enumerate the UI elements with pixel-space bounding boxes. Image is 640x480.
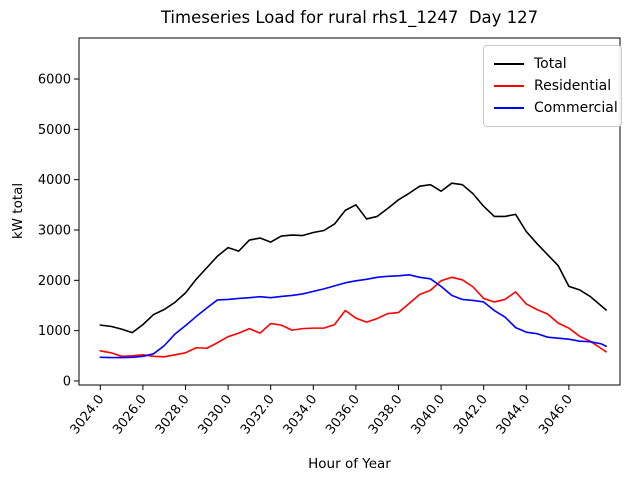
y-tick-label: 0 [63, 374, 71, 389]
x-tick-label: 3030.0 [195, 392, 235, 437]
x-tick-label: 3042.0 [451, 392, 491, 437]
x-tick-label: 3034.0 [281, 392, 321, 437]
chart-title: Timeseries Load for rural rhs1_1247 Day … [160, 8, 539, 27]
y-tick-label: 4000 [38, 173, 71, 188]
legend: Total Residential Commercial [483, 45, 622, 127]
x-tick-label: 3046.0 [536, 392, 576, 437]
x-tick-label: 3026.0 [110, 392, 150, 437]
series-line-total [99, 182, 607, 334]
legend-label-residential: Residential [534, 78, 612, 94]
axes-frame [78, 37, 621, 386]
x-tick-label: 3032.0 [238, 392, 278, 437]
x-axis-label: Hour of Year [308, 456, 391, 472]
series-line-commercial [99, 273, 607, 359]
x-tick-label: 3040.0 [408, 392, 448, 437]
legend-label-total: Total [534, 56, 567, 72]
legend-label-commercial: Commercial [534, 100, 618, 116]
legend-line-sample-total [494, 63, 524, 65]
x-tick-label: 3044.0 [494, 392, 534, 437]
y-tick-label: 1000 [38, 324, 71, 339]
legend-entry-residential: Residential [494, 75, 611, 97]
x-tick-label: 3036.0 [323, 392, 363, 437]
legend-entry-commercial: Commercial [494, 97, 618, 119]
y-tick-label: 2000 [38, 274, 71, 289]
y-tick-label: 5000 [38, 123, 71, 138]
x-tick-label: 3028.0 [153, 392, 193, 437]
legend-entry-total: Total [494, 53, 611, 75]
x-tick-label: 3038.0 [366, 392, 406, 437]
legend-line-sample-commercial [494, 107, 524, 109]
series-line-residential [99, 276, 607, 358]
y-tick-label: 6000 [38, 73, 71, 88]
y-tick-label: 3000 [38, 223, 71, 238]
x-tick-label: 3024.0 [68, 392, 108, 437]
legend-line-sample-residential [494, 85, 524, 87]
